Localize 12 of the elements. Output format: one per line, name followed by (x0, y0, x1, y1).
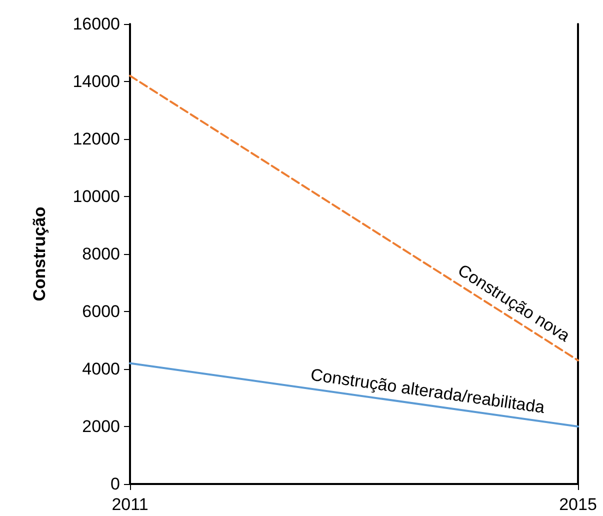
y-axis-title: Construção (30, 206, 49, 302)
y-tick-label: 14000 (72, 72, 120, 91)
y-tick-label: 10000 (72, 187, 120, 206)
x-tick-label: 2015 (559, 495, 597, 514)
y-tick-label: 0 (110, 474, 120, 494)
y-tick-label: 6000 (82, 302, 120, 321)
x-tick-label: 2011 (112, 495, 148, 514)
y-tick-label: 8000 (82, 244, 120, 264)
y-tick-label: 16000 (72, 14, 120, 34)
y-tick-label: 4000 (82, 360, 120, 378)
y-tick-label: 12000 (72, 130, 120, 148)
y-tick-label: 2000 (82, 417, 120, 436)
